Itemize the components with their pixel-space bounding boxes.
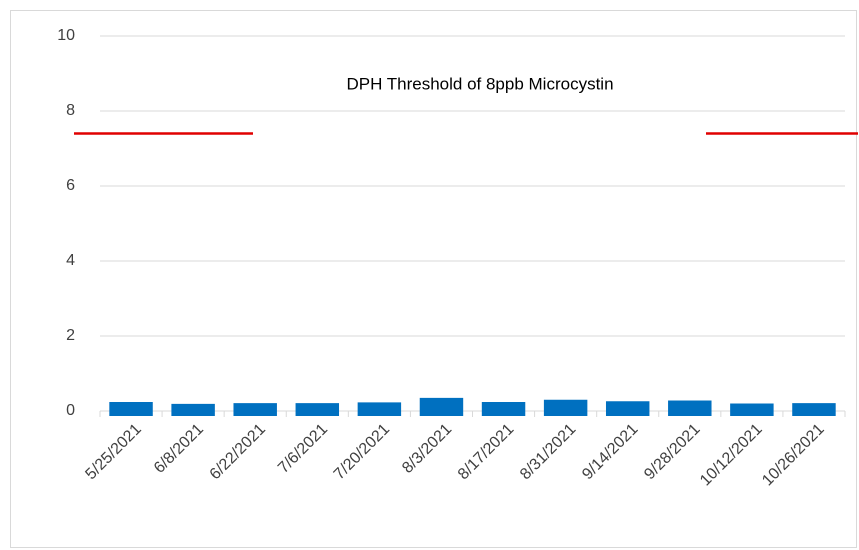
bar: [605, 401, 650, 416]
bar: [171, 403, 215, 416]
annotation: DPH Threshold of 8ppb Microcystin: [346, 74, 613, 93]
bar: [730, 403, 774, 416]
y-tick-label: 6: [66, 177, 75, 194]
y-tick-label: 4: [66, 252, 75, 269]
chart-border: [10, 10, 857, 548]
bar: [295, 403, 340, 416]
bar: [543, 399, 588, 416]
y-tick-label: 8: [66, 102, 75, 119]
bar: [419, 397, 464, 416]
bar: [357, 402, 402, 416]
bar: [233, 403, 277, 416]
y-tick-label: 10: [57, 27, 75, 44]
y-tick-label: 2: [66, 327, 75, 344]
bar: [109, 402, 153, 416]
bar: [792, 403, 836, 416]
y-tick-label: 0: [66, 402, 75, 419]
bar: [668, 400, 712, 416]
bar: [481, 402, 526, 416]
